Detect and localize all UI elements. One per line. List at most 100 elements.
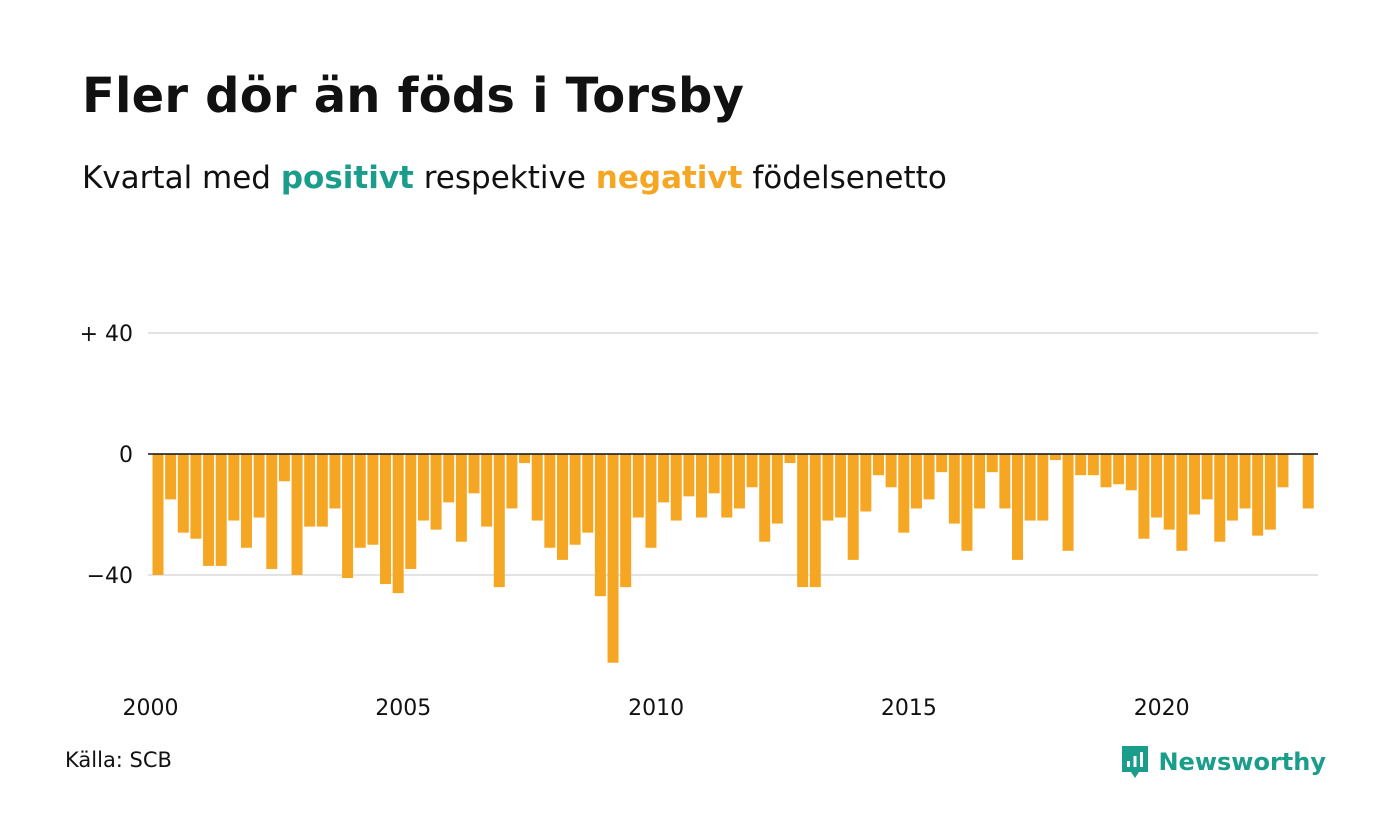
bar <box>620 454 632 588</box>
bar <box>228 454 240 521</box>
bar <box>1075 454 1087 476</box>
bar <box>948 454 960 524</box>
bar <box>759 454 771 542</box>
bar <box>1239 454 1251 509</box>
bar <box>1151 454 1163 518</box>
bar <box>670 454 682 521</box>
subtitle-positive-label: positivt <box>280 160 414 196</box>
bar <box>165 454 177 500</box>
subtitle-text-end: födelsenetto <box>742 160 947 196</box>
bar <box>885 454 897 488</box>
y-tick-label: −40 <box>87 564 133 589</box>
bar <box>898 454 910 533</box>
newsworthy-logo-icon <box>1122 746 1149 778</box>
bar <box>1226 454 1238 521</box>
subtitle-text-middle: respektive <box>413 160 596 196</box>
bar <box>822 454 834 521</box>
bar <box>721 454 733 518</box>
bar <box>468 454 480 494</box>
bar <box>696 454 708 518</box>
bar <box>430 454 442 530</box>
bar <box>278 454 290 482</box>
bar <box>455 454 467 542</box>
bar <box>746 454 758 488</box>
source-note: Källa: SCB <box>65 748 172 772</box>
bar <box>531 454 543 521</box>
bar <box>733 454 745 509</box>
bar <box>253 454 265 518</box>
brand: Newsworthy <box>1120 744 1326 780</box>
bar <box>544 454 556 548</box>
bar <box>556 454 568 560</box>
bar <box>493 454 505 588</box>
bar <box>240 454 252 548</box>
bar <box>1302 454 1314 509</box>
x-tick-label: 2005 <box>375 696 431 721</box>
bar <box>1214 454 1226 542</box>
bar <box>708 454 720 494</box>
bar <box>961 454 973 551</box>
bar <box>304 454 316 527</box>
bar <box>594 454 606 597</box>
bar <box>1252 454 1264 536</box>
bar <box>835 454 847 518</box>
bar <box>1113 454 1125 485</box>
bar <box>1201 454 1213 500</box>
bar <box>367 454 379 545</box>
chart-subtitle: Kvartal med positivt respektive negativt… <box>82 160 947 197</box>
x-tick-label: 2015 <box>881 696 937 721</box>
bar <box>974 454 986 509</box>
x-tick-label: 2000 <box>123 696 179 721</box>
y-tick-label: 0 <box>119 443 133 468</box>
bar <box>1264 454 1276 530</box>
bar <box>632 454 644 518</box>
bar <box>405 454 417 569</box>
y-tick-label: + 40 <box>80 322 133 347</box>
bar <box>354 454 366 548</box>
bar <box>784 454 796 464</box>
bar <box>1125 454 1137 491</box>
bar <box>923 454 935 500</box>
bar <box>569 454 581 545</box>
bar <box>910 454 922 509</box>
bar <box>999 454 1011 509</box>
bar <box>481 454 493 527</box>
bar <box>203 454 215 566</box>
bar <box>329 454 341 509</box>
bar <box>266 454 278 569</box>
bar <box>1049 454 1061 461</box>
bar <box>582 454 594 533</box>
bar <box>936 454 948 473</box>
bar <box>860 454 872 512</box>
bar <box>1087 454 1099 476</box>
bar <box>658 454 670 503</box>
subtitle-negative-label: negativt <box>595 160 743 196</box>
bar <box>291 454 303 575</box>
bar <box>177 454 189 533</box>
x-tick-label: 2020 <box>1134 696 1190 721</box>
bar <box>607 454 619 663</box>
bar <box>417 454 429 521</box>
chart-title: Fler dör än föds i Torsby <box>82 68 745 124</box>
bar <box>1176 454 1188 551</box>
bar <box>316 454 328 527</box>
subtitle-text-start: Kvartal med <box>82 160 281 196</box>
bar <box>380 454 392 585</box>
bar <box>645 454 657 548</box>
bar <box>683 454 695 497</box>
bar <box>506 454 518 509</box>
bar <box>1062 454 1074 551</box>
bar <box>342 454 354 579</box>
bar <box>1037 454 1049 521</box>
bar <box>847 454 859 560</box>
bar <box>1100 454 1112 488</box>
bar <box>215 454 227 566</box>
bar <box>797 454 809 588</box>
bar <box>1138 454 1150 539</box>
bar <box>986 454 998 473</box>
bar <box>1277 454 1289 488</box>
bar <box>392 454 404 594</box>
bar <box>1024 454 1036 521</box>
bar <box>1188 454 1200 515</box>
bar <box>152 454 164 575</box>
